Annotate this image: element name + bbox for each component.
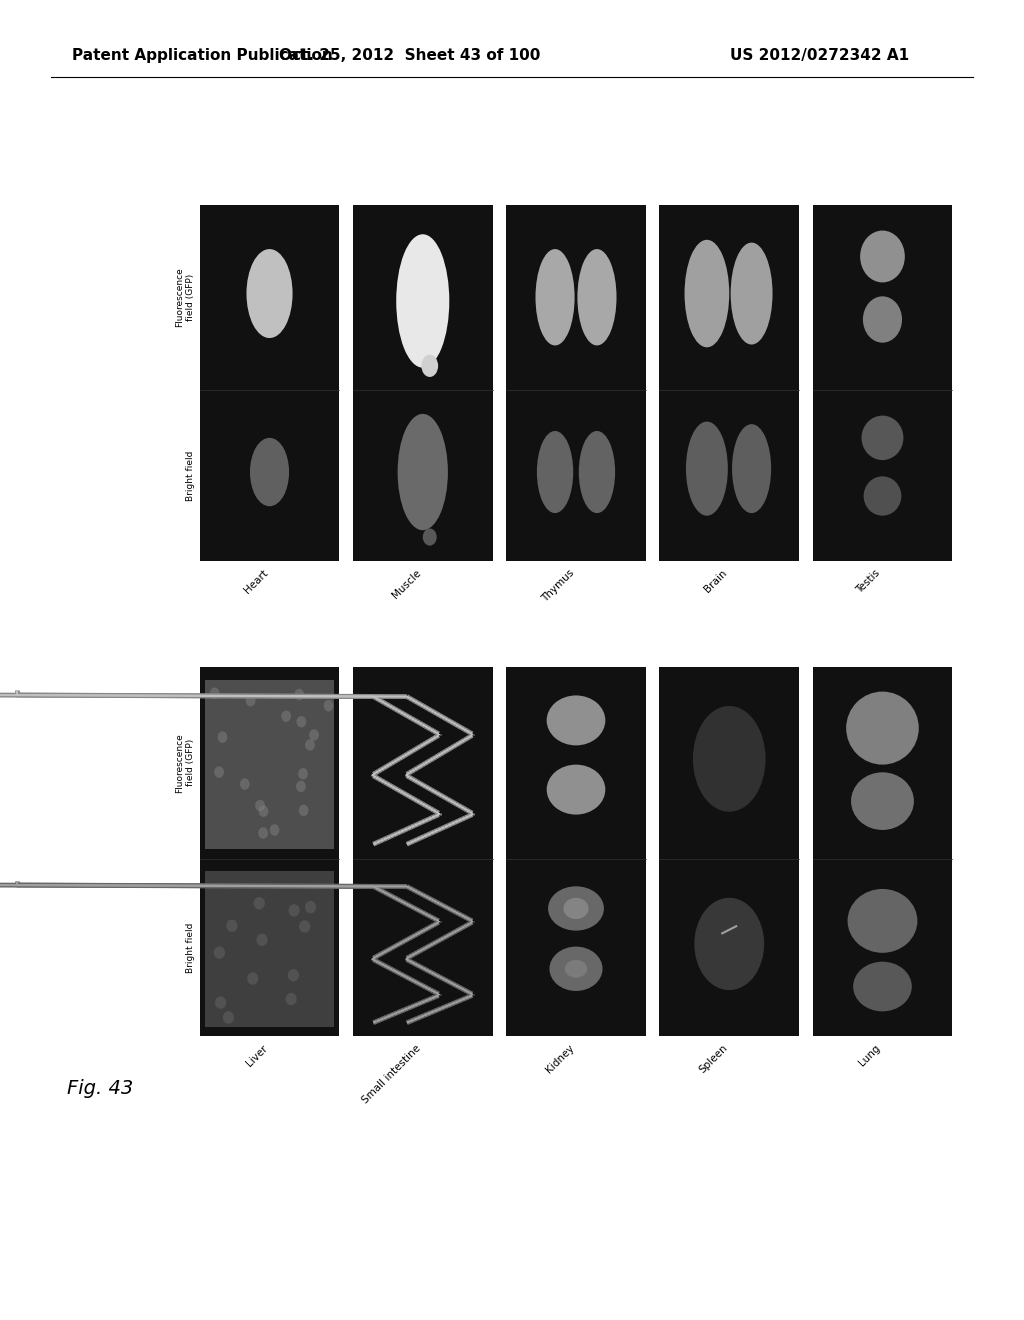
Ellipse shape [536,249,574,346]
Bar [506,205,646,561]
Bar [205,680,334,849]
Ellipse shape [299,805,308,816]
Bar [813,205,952,561]
Ellipse shape [550,946,602,991]
Ellipse shape [214,946,225,958]
Ellipse shape [423,528,436,545]
Ellipse shape [537,432,573,513]
Ellipse shape [686,421,728,516]
Text: Spleen: Spleen [697,1043,729,1074]
Text: Fig. 43: Fig. 43 [67,1080,133,1098]
Ellipse shape [258,828,268,838]
Bar [813,667,952,1036]
Text: Lung: Lung [857,1043,883,1068]
Ellipse shape [693,706,766,812]
Ellipse shape [305,739,315,751]
Ellipse shape [547,696,605,746]
Bar [200,205,339,561]
Text: Liver: Liver [245,1043,269,1068]
Ellipse shape [853,962,911,1011]
Ellipse shape [256,933,267,946]
Text: Thymus: Thymus [540,568,577,603]
Bar [659,205,799,561]
Ellipse shape [578,249,616,346]
Text: Bright field: Bright field [185,450,195,500]
Bar [205,871,334,1027]
Ellipse shape [288,969,299,982]
Ellipse shape [851,772,913,830]
Ellipse shape [250,438,289,507]
Ellipse shape [247,249,293,338]
Ellipse shape [269,824,280,836]
Ellipse shape [289,904,300,916]
Ellipse shape [548,886,604,931]
Ellipse shape [305,900,316,913]
Bar [353,205,493,561]
Ellipse shape [732,424,771,513]
Ellipse shape [421,355,438,378]
Ellipse shape [296,780,306,792]
Bar [506,667,646,1036]
Text: Kidney: Kidney [544,1043,577,1074]
Ellipse shape [214,767,224,777]
Ellipse shape [324,700,334,711]
Ellipse shape [255,800,265,812]
Text: Testis: Testis [855,568,883,595]
Ellipse shape [863,296,902,343]
Bar [200,667,339,1036]
Text: Small intestine: Small intestine [360,1043,423,1105]
Ellipse shape [294,689,304,701]
Ellipse shape [298,768,308,780]
Ellipse shape [218,731,227,743]
Ellipse shape [547,764,605,814]
Text: Bright field: Bright field [185,923,195,973]
Ellipse shape [240,779,250,789]
Ellipse shape [846,692,919,764]
Ellipse shape [861,416,903,461]
Text: Fluorescence
field (GFP): Fluorescence field (GFP) [175,733,195,792]
Ellipse shape [223,1011,234,1023]
Ellipse shape [396,234,450,368]
Ellipse shape [254,898,265,909]
Ellipse shape [684,240,729,347]
Text: US 2012/0272342 A1: US 2012/0272342 A1 [730,48,908,63]
Ellipse shape [226,920,238,932]
Ellipse shape [299,920,310,933]
Ellipse shape [731,243,772,345]
Ellipse shape [694,898,764,990]
Text: Muscle: Muscle [390,568,423,601]
Text: Fluorescence
field (GFP): Fluorescence field (GFP) [175,268,195,327]
Ellipse shape [863,477,901,516]
Text: Patent Application Publication: Patent Application Publication [72,48,333,63]
Ellipse shape [210,688,219,700]
Ellipse shape [579,432,615,513]
Ellipse shape [397,414,447,531]
Text: Oct. 25, 2012  Sheet 43 of 100: Oct. 25, 2012 Sheet 43 of 100 [279,48,541,63]
Text: Brain: Brain [702,568,729,594]
Ellipse shape [246,694,256,706]
Ellipse shape [215,997,226,1008]
Bar [353,667,493,1036]
Ellipse shape [565,960,587,978]
Ellipse shape [860,231,905,282]
Ellipse shape [563,898,589,919]
Ellipse shape [282,710,291,722]
Ellipse shape [848,888,918,953]
Ellipse shape [259,805,268,817]
Ellipse shape [247,973,258,985]
Ellipse shape [309,729,318,741]
Ellipse shape [286,993,297,1006]
Bar [659,667,799,1036]
Ellipse shape [297,715,306,727]
Text: Heart: Heart [242,568,269,595]
